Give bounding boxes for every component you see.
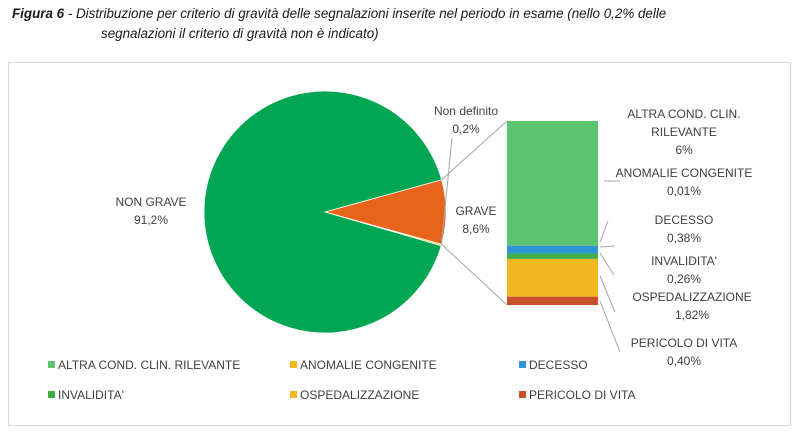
legend-swatch-ospedalizzazione	[290, 391, 297, 398]
leader-line-ospedalizzazione	[599, 275, 616, 313]
bar-value-ospedalizzazione: 1,82%	[675, 308, 709, 322]
leader-line-non-definito	[440, 137, 453, 246]
bar-segment-altra-cond-clin-rilevante	[507, 121, 598, 246]
legend-swatch-altra-cond-clin-rilevante	[48, 361, 55, 368]
legend-swatch-pericolo-di-vita	[519, 391, 526, 398]
bar-label-decesso: DECESSO	[655, 213, 714, 227]
pie-label-non-grave: NON GRAVE	[115, 195, 186, 209]
legend-swatch-invalidita	[48, 391, 55, 398]
bar-label-pericolo-di-vita: PERICOLO DI VITA	[631, 336, 737, 350]
legend-swatch-decesso	[519, 361, 526, 368]
bar-segment-ospedalizzazione	[507, 258, 598, 297]
pie-label-non-definito: Non definito	[434, 104, 498, 118]
caption-text-line1: - Distribuzione per criterio di gravità …	[64, 6, 667, 21]
pie-label-grave: GRAVE	[455, 204, 496, 218]
bar-value-altra-cond-clin-rilevante: 6%	[675, 143, 693, 157]
bar-label-anomalie-congenite: ANOMALIE CONGENITE	[616, 166, 753, 180]
pie-slice-non-grave	[203, 90, 443, 334]
bar-value-invalidita: 0,26%	[667, 272, 701, 286]
legend-label-altra-cond-clin-rilevante: ALTRA COND. CLIN. RILEVANTE	[58, 358, 240, 372]
pie-value-non-grave: 91,2%	[134, 213, 168, 227]
bar-segment-invalidita	[507, 253, 598, 259]
bar-label-altra-cond-clin-rilevante-line1: ALTRA COND. CLIN.	[627, 107, 740, 121]
legend-label-decesso: DECESSO	[529, 358, 588, 372]
chart-frame	[8, 62, 791, 426]
legend-label-anomalie-congenite: ANOMALIE CONGENITE	[300, 358, 437, 372]
figure-label: Figura 6	[12, 6, 65, 21]
connector-line-top	[441, 120, 508, 181]
legend-swatch-anomalie-congenite	[290, 361, 297, 368]
pie-value-non-definito: 0,2%	[452, 122, 480, 136]
leader-line-decesso	[599, 245, 616, 248]
bar-segment-pericolo-di-vita	[507, 296, 598, 305]
leader-line-pericolo-di-vita	[599, 300, 621, 353]
bar-label-altra-cond-clin-rilevante-line2: RILEVANTE	[651, 125, 717, 139]
bar-value-anomalie-congenite: 0,01%	[667, 184, 701, 198]
leader-line-invalidita	[599, 252, 615, 276]
bar-label-invalidita: INVALIDITA'	[651, 254, 717, 268]
connector-line-bottom	[441, 243, 508, 306]
legend-label-pericolo-di-vita: PERICOLO DI VITA	[529, 388, 635, 402]
pie-value-grave: 8,6%	[462, 222, 490, 236]
legend-label-ospedalizzazione: OSPEDALIZZAZIONE	[300, 388, 419, 402]
legend-label-invalidita: INVALIDITA'	[58, 388, 124, 402]
bar-value-decesso: 0,38%	[667, 231, 701, 245]
caption-text-line2: segnalazioni il criterio di gravità non …	[101, 26, 379, 41]
leader-line-anomalie-congenite	[599, 220, 609, 243]
bar-value-pericolo-di-vita: 0,40%	[667, 354, 701, 368]
figure-caption: Figura 6 - Distribuzione per criterio di…	[12, 4, 792, 44]
bar-label-ospedalizzazione: OSPEDALIZZAZIONE	[632, 290, 751, 304]
bar-segment-decesso	[507, 245, 598, 254]
